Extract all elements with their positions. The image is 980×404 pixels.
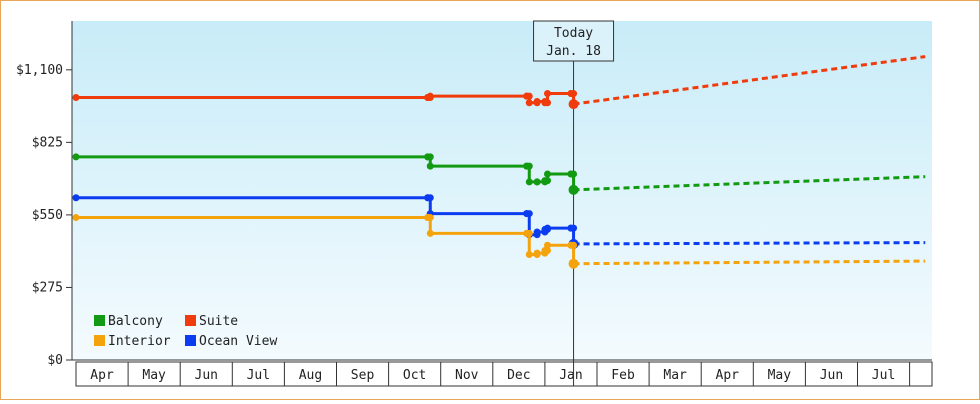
data-point-balcony bbox=[533, 178, 541, 186]
today-box bbox=[533, 20, 615, 62]
data-point-ocean-view bbox=[533, 228, 541, 236]
x-tick-label: Jun bbox=[195, 368, 218, 383]
series-forecast-suite bbox=[573, 55, 926, 106]
series-forecast-ocean-view bbox=[573, 241, 926, 246]
x-tick-label: May bbox=[768, 368, 792, 383]
y-tick-label: $825 bbox=[32, 135, 63, 150]
data-point-suite bbox=[533, 97, 541, 105]
x-tick-label: Apr bbox=[90, 368, 114, 383]
data-point-balcony bbox=[426, 162, 434, 170]
data-point-ocean-view bbox=[525, 210, 533, 218]
y-tick-label: $550 bbox=[32, 208, 63, 223]
data-point-suite bbox=[568, 99, 579, 110]
legend-swatch-interior bbox=[94, 335, 105, 346]
data-point-suite bbox=[544, 90, 552, 98]
x-tick-label: Oct bbox=[403, 368, 426, 383]
legend-label-suite: Suite bbox=[199, 314, 238, 329]
data-point-balcony bbox=[544, 177, 552, 185]
data-point-interior bbox=[544, 247, 552, 255]
data-point-suite bbox=[525, 92, 533, 100]
data-point-suite bbox=[72, 94, 80, 102]
x-tick-label: Apr bbox=[716, 368, 740, 383]
data-point-suite bbox=[570, 90, 578, 98]
data-point-interior bbox=[544, 241, 552, 249]
y-tick-label: $275 bbox=[32, 280, 63, 295]
today-label: Today bbox=[554, 26, 593, 41]
data-point-balcony bbox=[525, 178, 533, 186]
data-point-balcony bbox=[525, 162, 533, 170]
y-tick-label: $1,100 bbox=[16, 63, 63, 78]
data-point-suite bbox=[544, 99, 552, 107]
legend-swatch-suite bbox=[185, 315, 196, 326]
x-tick-label: Nov bbox=[455, 368, 479, 383]
x-tick-label: Mar bbox=[663, 368, 687, 383]
data-point-interior bbox=[426, 229, 434, 237]
data-point-suite bbox=[525, 99, 533, 107]
data-point-interior bbox=[72, 214, 80, 222]
x-tick-label: May bbox=[142, 368, 166, 383]
data-point-ocean-view bbox=[544, 224, 552, 232]
data-point-balcony bbox=[570, 170, 578, 178]
y-tick-label: $0 bbox=[47, 353, 63, 368]
data-point-interior bbox=[570, 241, 578, 249]
data-point-balcony bbox=[72, 153, 80, 161]
x-axis-band bbox=[75, 361, 933, 387]
data-point-balcony bbox=[544, 170, 552, 178]
legend-swatch-balcony bbox=[94, 315, 105, 326]
legend-label-balcony: Balcony bbox=[108, 314, 163, 329]
data-point-suite bbox=[426, 92, 434, 100]
x-tick-label: Jun bbox=[820, 368, 843, 383]
plot-background bbox=[72, 21, 932, 360]
data-point-interior bbox=[568, 258, 579, 269]
x-tick-label: Jul bbox=[247, 368, 270, 383]
data-point-interior bbox=[525, 250, 533, 258]
legend-swatch-ocean-view bbox=[185, 335, 196, 346]
x-tick-label: Sep bbox=[351, 368, 375, 383]
data-point-interior bbox=[533, 249, 541, 257]
data-point-ocean-view bbox=[72, 194, 80, 202]
series-forecast-balcony bbox=[573, 175, 926, 192]
x-tick-label: Aug bbox=[299, 368, 322, 383]
data-point-balcony bbox=[568, 184, 579, 195]
legend-label-interior: Interior bbox=[108, 334, 171, 349]
data-point-ocean-view bbox=[426, 194, 434, 202]
data-point-ocean-view bbox=[570, 224, 578, 232]
legend-label-ocean-view: Ocean View bbox=[199, 334, 277, 349]
x-tick-label: Jul bbox=[872, 368, 895, 383]
today-date: Jan. 18 bbox=[546, 44, 601, 59]
x-tick-label: Feb bbox=[611, 368, 635, 383]
data-point-balcony bbox=[426, 153, 434, 161]
x-tick-label: Jan bbox=[559, 368, 582, 383]
x-tick-label: Dec bbox=[507, 368, 530, 383]
data-point-interior bbox=[426, 214, 434, 222]
series-forecast-interior bbox=[573, 259, 926, 266]
data-point-interior bbox=[525, 229, 533, 237]
